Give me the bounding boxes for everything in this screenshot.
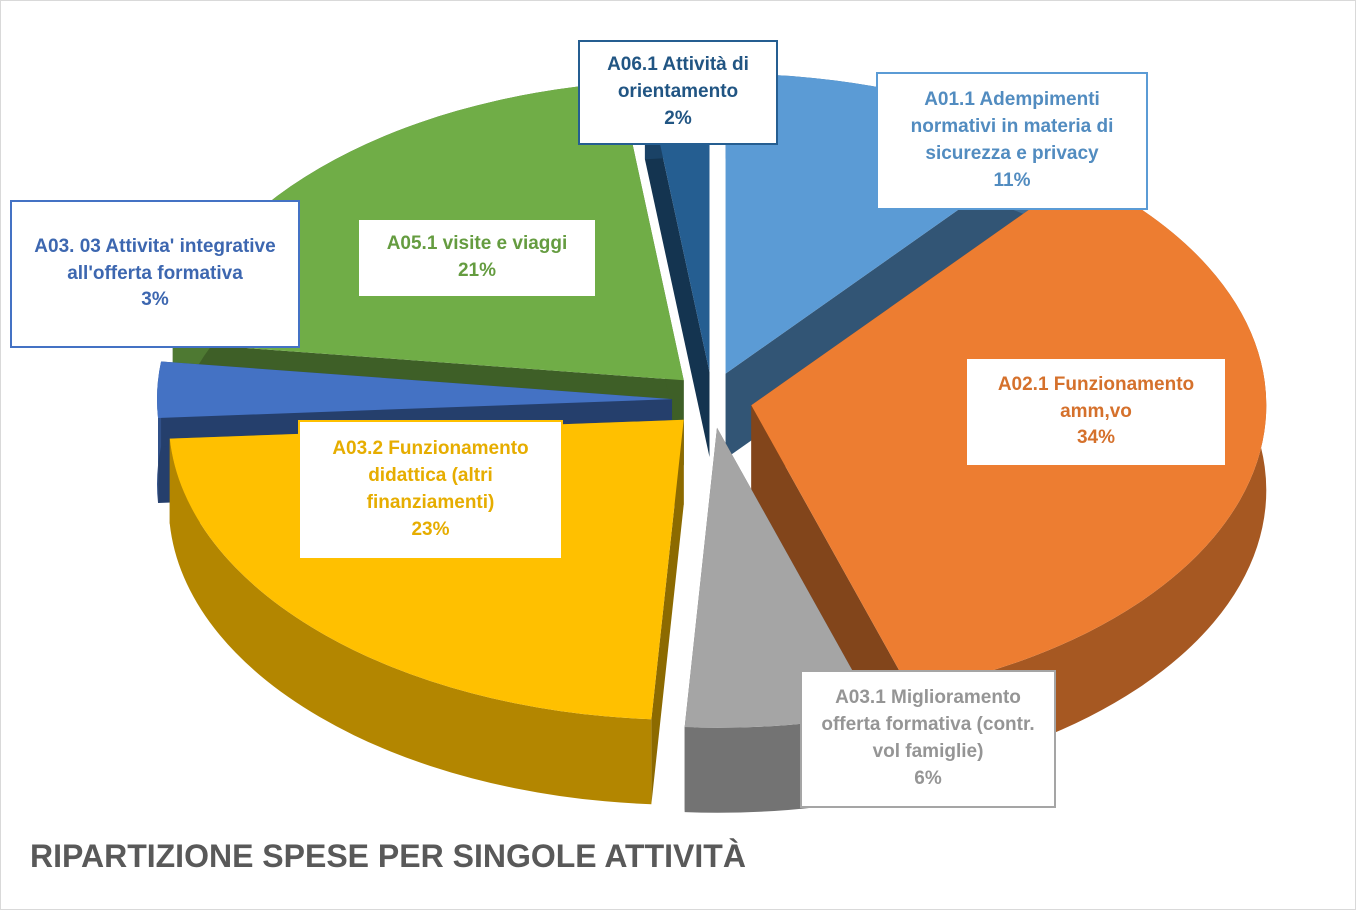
data-label: A05.1 visite e viaggi 21%	[357, 218, 597, 298]
data-label: A03. 03 Attivita' integrative all'offert…	[10, 200, 300, 348]
category-label: A02.1 Funzionamento amm,vo	[997, 373, 1195, 422]
data-label: A06.1 Attività di orientamento 2%	[578, 40, 778, 145]
category-label: A05.1 visite e viaggi	[386, 233, 568, 255]
slice-side	[644, 74, 710, 458]
value-label: 34%	[1076, 427, 1116, 449]
value-label: 6%	[914, 767, 942, 789]
category-label: A06.1 Attività di orientamento	[607, 54, 749, 103]
value-label: 2%	[664, 107, 692, 129]
category-label: A03.1 Miglioramento offerta formativa (c…	[821, 687, 1035, 762]
value-label: 3%	[141, 289, 169, 311]
value-label: 21%	[457, 260, 497, 281]
category-label: A03.2 Funzionamento didattica (altri fin…	[332, 438, 529, 513]
slice-side	[651, 419, 684, 805]
slice	[157, 361, 673, 418]
value-label: 23%	[411, 518, 450, 540]
data-label: A03.1 Miglioramento offerta formativa (c…	[800, 670, 1056, 808]
slice-side	[910, 174, 1267, 776]
slice-side	[169, 438, 652, 805]
slice	[644, 72, 710, 373]
data-label: A03.2 Funzionamento didattica (altri fin…	[298, 420, 563, 560]
category-label: A01.1 Adempimenti normativi in materia d…	[910, 89, 1114, 164]
data-label: A02.1 Funzionamento amm,vo 34%	[965, 357, 1227, 467]
data-label: A01.1 Adempimenti normativi in materia d…	[876, 72, 1148, 210]
category-label: A03. 03 Attivita' integrative all'offert…	[34, 235, 276, 284]
chart-title: RIPARTIZIONE SPESE PER SINGOLE ATTIVITÀ	[30, 838, 746, 874]
slice	[684, 427, 877, 728]
value-label: 11%	[993, 169, 1031, 191]
